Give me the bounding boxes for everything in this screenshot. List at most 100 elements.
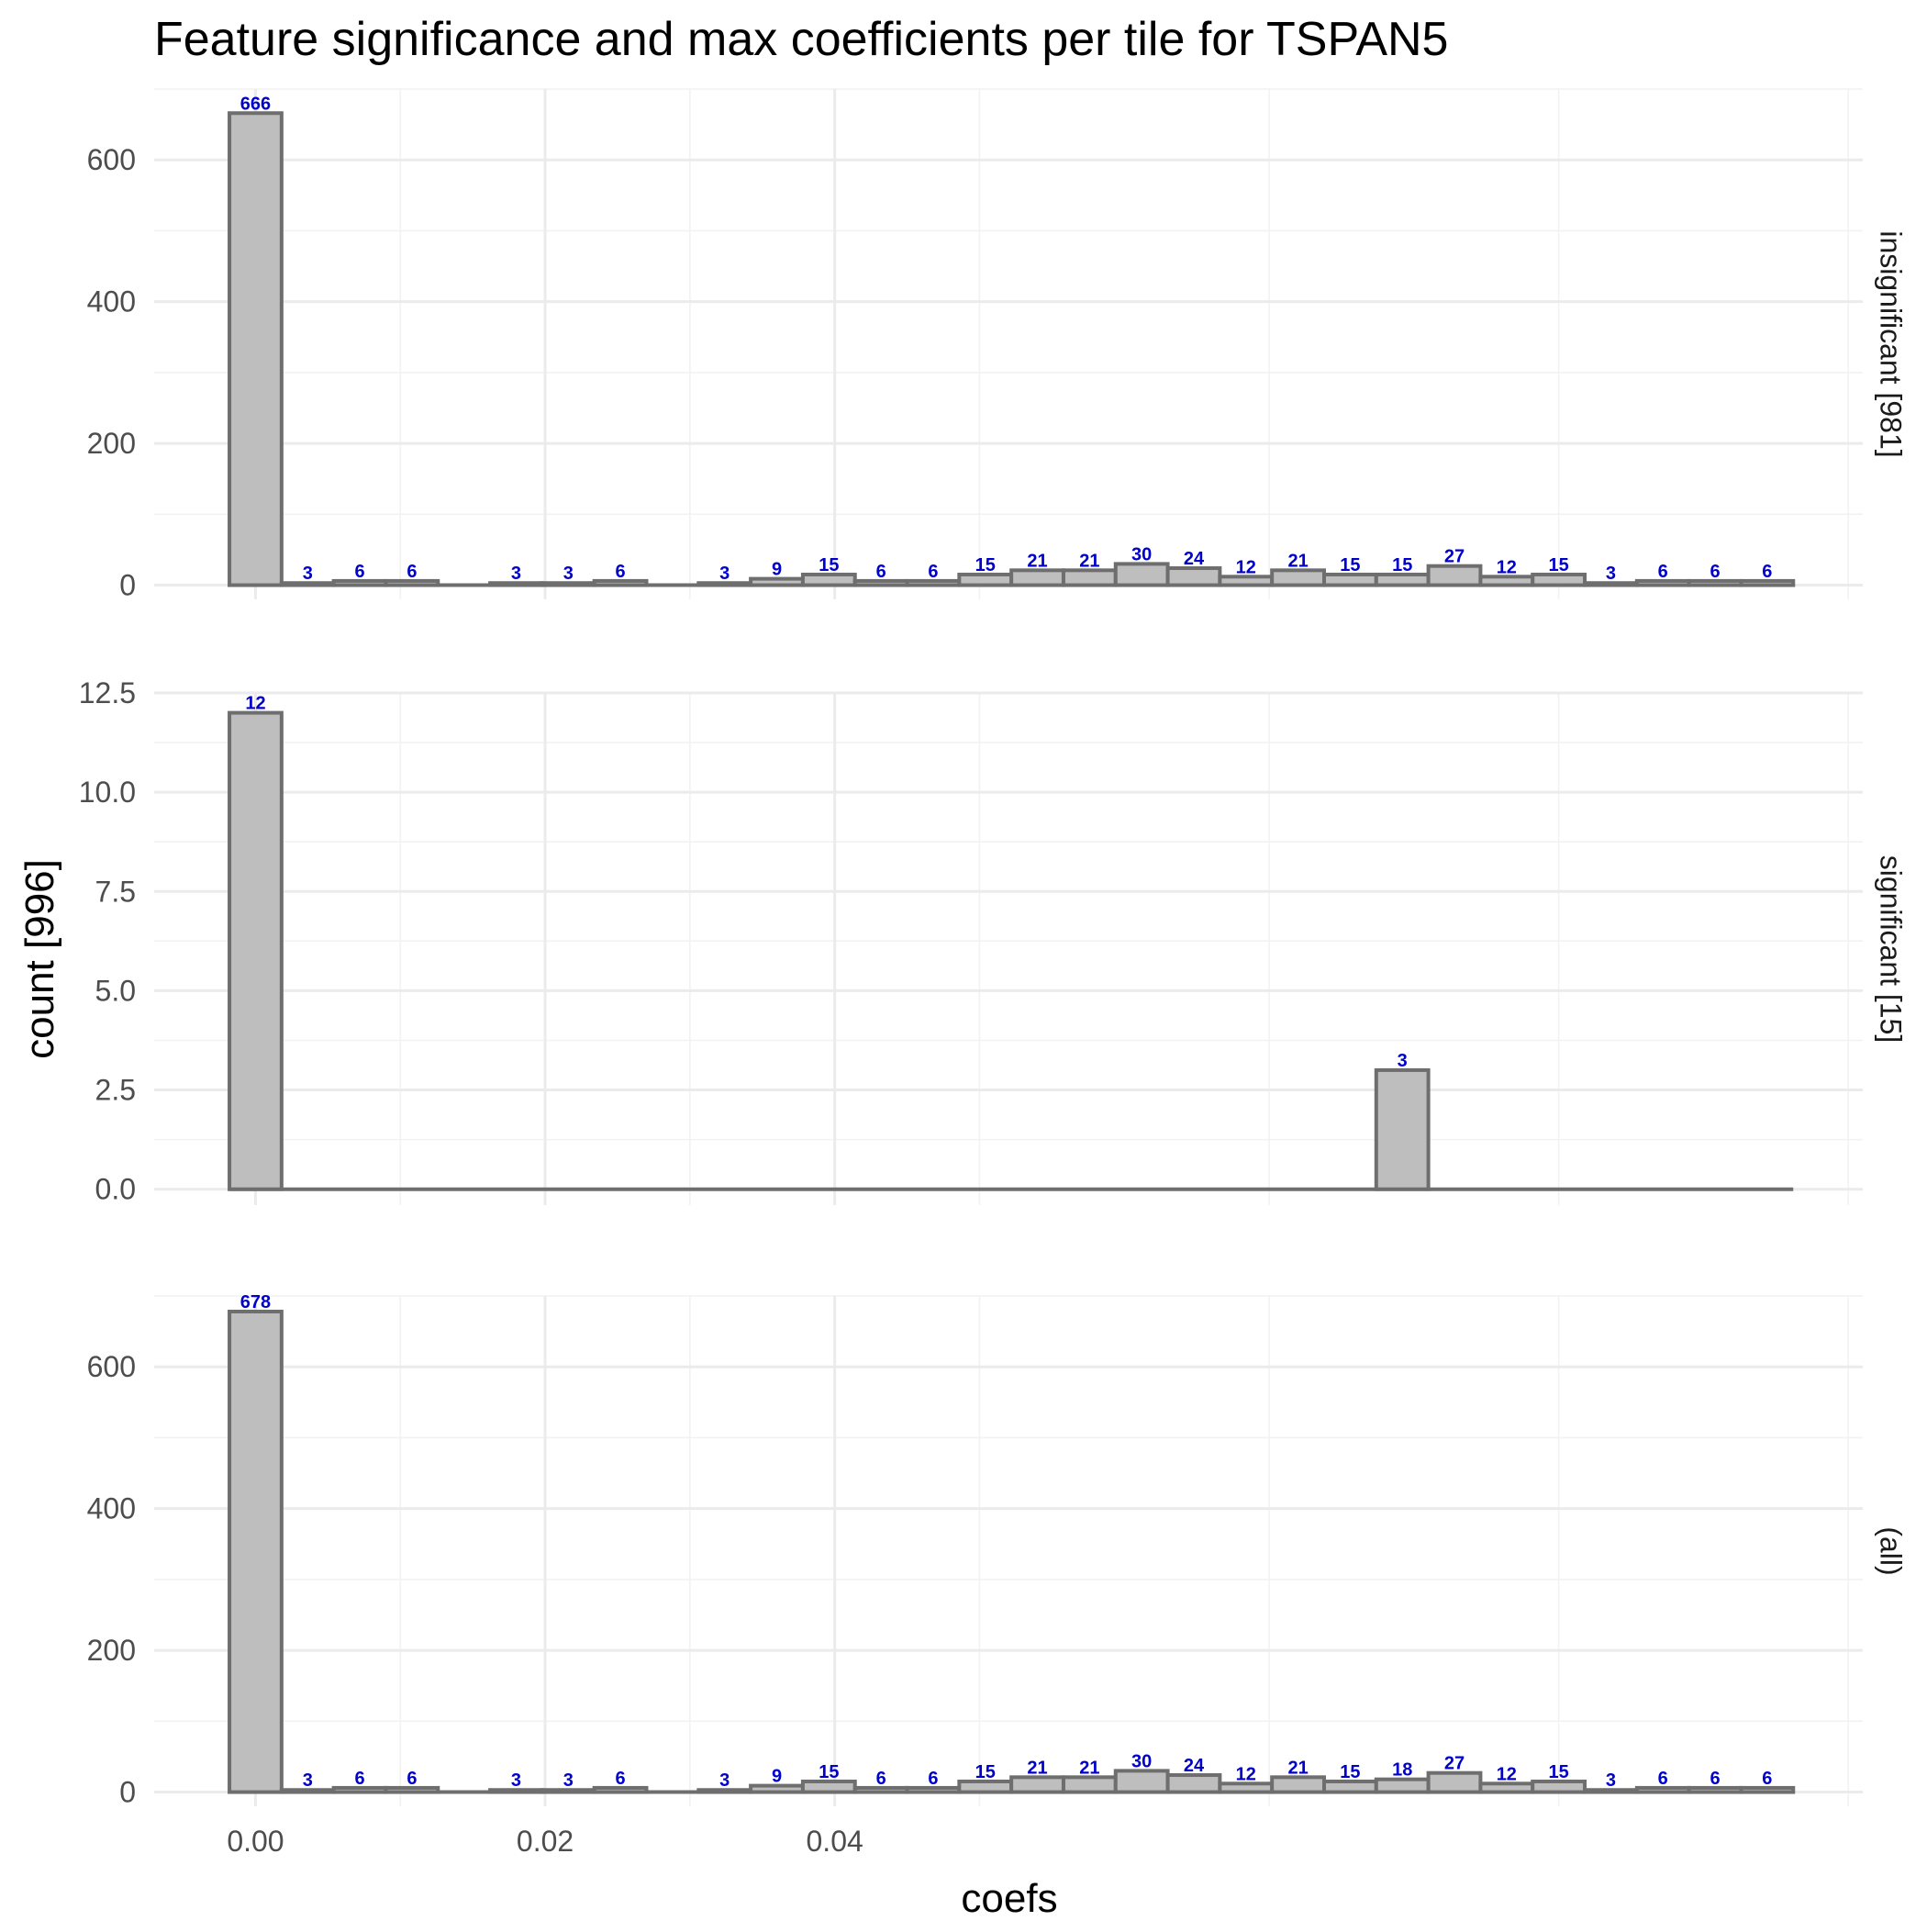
histogram-bar <box>957 1779 1014 1794</box>
bar-count-label: 21 <box>1079 551 1099 571</box>
bar-count-label: 3 <box>1606 1770 1616 1791</box>
histogram-bar <box>1478 575 1535 587</box>
bar-count-label: 6 <box>876 1769 886 1789</box>
bar-count-label: 3 <box>563 564 574 584</box>
bar-count-label: 3 <box>1606 564 1616 584</box>
histogram-bar <box>1061 568 1118 587</box>
histogram-bar <box>1009 568 1065 587</box>
histogram-bar <box>1739 1785 1796 1794</box>
bar-count-label: 3 <box>1398 1051 1408 1071</box>
bar-count-label: 15 <box>1549 1762 1569 1782</box>
chart-title: Feature significance and max coefficient… <box>154 13 1448 66</box>
bar-count-label: 12 <box>1497 557 1517 577</box>
histogram-bar <box>1270 568 1326 587</box>
bar-count-label: 18 <box>1392 1760 1412 1781</box>
bar-count-label: 12 <box>1236 557 1256 577</box>
y-tick-label: 10.0 <box>79 776 136 809</box>
y-tick-label: 5.0 <box>95 974 136 1007</box>
bar-count-label: 6 <box>355 1769 365 1789</box>
histogram-bar <box>1426 564 1483 587</box>
bar-count-label: 6 <box>355 562 365 582</box>
bar-count-label: 3 <box>511 564 521 584</box>
y-tick-label: 7.5 <box>95 875 136 908</box>
bar-count-label: 21 <box>1287 1758 1308 1778</box>
histogram-bar <box>1426 1770 1483 1794</box>
bar-count-label: 9 <box>772 1767 782 1787</box>
bar-count-label: 21 <box>1287 551 1308 571</box>
y-tick-label: 200 <box>87 1634 136 1667</box>
bar-count-label: 3 <box>719 564 730 584</box>
histogram-bar <box>1531 1779 1587 1794</box>
histogram-bar <box>1113 562 1170 587</box>
bar-count-label: 21 <box>1079 1758 1099 1778</box>
facet-strip-label: significant [15] <box>1875 855 1908 1044</box>
histogram-bar <box>592 578 649 587</box>
histogram-bar <box>1165 566 1222 587</box>
histogram-bar <box>1478 1781 1535 1794</box>
histogram-bar <box>1374 1777 1431 1794</box>
bar-count-label: 6 <box>616 1769 626 1789</box>
bar-count-label: 21 <box>1027 1758 1047 1778</box>
bar-count-label: 678 <box>240 1292 271 1312</box>
y-tick-label: 0.0 <box>95 1173 136 1206</box>
bar-count-label: 6 <box>1762 1769 1772 1789</box>
y-axis-title: count [996] <box>17 859 62 1059</box>
histogram-bar <box>957 572 1014 587</box>
bar-count-label: 30 <box>1131 544 1152 564</box>
bar-count-label: 3 <box>303 564 313 584</box>
y-tick-label: 0 <box>119 569 136 602</box>
histogram-bar <box>1321 572 1378 587</box>
histogram-bar <box>1270 1775 1326 1794</box>
bar-count-label: 15 <box>1392 555 1412 575</box>
x-tick-label: 0.02 <box>517 1825 574 1858</box>
histogram-bar <box>800 572 857 587</box>
histogram-bar <box>228 1309 284 1794</box>
y-tick-label: 200 <box>87 427 136 460</box>
bar-count-label: 12 <box>1236 1764 1256 1784</box>
bar-count-label: 6 <box>1710 1769 1720 1789</box>
bar-count-label: 6 <box>1710 562 1720 582</box>
bar-count-label: 6 <box>928 1769 938 1789</box>
facet-panel: 0.0 2.5 5.0 7.5 10.0 12.5 12 3 significant [15] <box>79 676 1908 1206</box>
histogram-bar <box>228 710 284 1191</box>
histogram-bar <box>1009 1775 1065 1794</box>
bar-count-label: 15 <box>1340 555 1360 575</box>
x-axis-title: coefs <box>961 1876 1057 1921</box>
bar-count-label: 6 <box>1658 562 1668 582</box>
y-tick-label: 600 <box>87 1350 136 1383</box>
bar-count-label: 21 <box>1027 551 1047 571</box>
bar-count-label: 24 <box>1184 1756 1205 1776</box>
histogram-bar <box>1531 572 1587 587</box>
histogram-bar <box>1739 578 1796 587</box>
histogram-bar <box>384 578 440 587</box>
facet-strip-label: (all) <box>1875 1526 1908 1575</box>
histogram-bar <box>749 576 805 587</box>
histogram-bar <box>749 1783 805 1794</box>
histogram-bar <box>1374 572 1431 587</box>
bar-count-label: 6 <box>876 562 886 582</box>
x-tick-label: 0.04 <box>807 1825 863 1858</box>
bar-count-label: 3 <box>303 1770 313 1791</box>
bar-count-label: 12 <box>245 694 265 714</box>
bar-count-label: 27 <box>1444 1754 1465 1774</box>
bar-count-label: 3 <box>563 1770 574 1791</box>
y-tick-label: 400 <box>87 1492 136 1525</box>
bar-count-label: 6 <box>407 562 417 582</box>
bar-count-label: 15 <box>1549 555 1569 575</box>
histogram-bar <box>592 1785 649 1794</box>
y-tick-label: 400 <box>87 285 136 318</box>
histogram-bar <box>1321 1779 1378 1794</box>
histogram-bar <box>1218 1781 1275 1794</box>
bar-count-label: 6 <box>1658 1769 1668 1789</box>
histogram-bar <box>1218 575 1275 587</box>
bar-count-label: 9 <box>772 560 782 580</box>
histogram-bar <box>1061 1775 1118 1794</box>
bar-count-label: 15 <box>819 555 839 575</box>
bar-count-label: 15 <box>975 555 996 575</box>
y-tick-label: 0 <box>119 1776 136 1809</box>
bar-count-label: 15 <box>975 1762 996 1782</box>
bar-count-label: 3 <box>511 1770 521 1791</box>
y-tick-label: 600 <box>87 143 136 176</box>
